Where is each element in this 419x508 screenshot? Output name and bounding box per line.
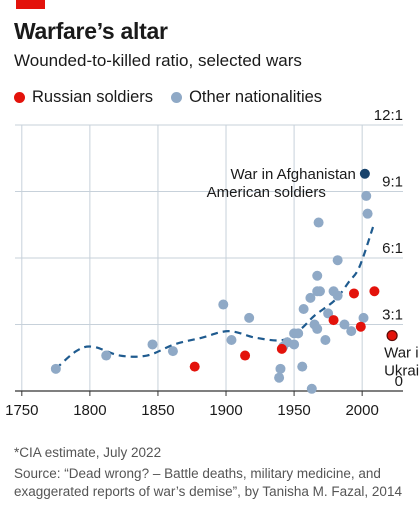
- point-other-nationalities: [314, 218, 324, 228]
- legend-swatch-other: [171, 92, 182, 103]
- point-other-nationalities: [293, 328, 303, 338]
- x-tick-label: 1900: [209, 402, 242, 418]
- legend: Russian soldiers Other nationalities: [14, 88, 340, 107]
- point-other-nationalities: [148, 339, 158, 349]
- point-other-nationalities: [218, 300, 228, 310]
- footnote: *CIA estimate, July 2022: [14, 445, 161, 460]
- chart-title: Warfare’s altar: [14, 18, 168, 45]
- x-tick-label: 1800: [73, 402, 106, 418]
- point-other-nationalities: [363, 209, 373, 219]
- point-russian-soldiers: [356, 322, 366, 332]
- point-other-nationalities: [244, 313, 254, 323]
- legend-item-other: Other nationalities: [171, 88, 322, 107]
- point-other-nationalities: [299, 304, 309, 314]
- point-other-nationalities: [274, 373, 284, 383]
- annotation-ukraine-line2: Ukraine*: [384, 363, 419, 380]
- legend-item-russian: Russian soldiers: [14, 88, 153, 107]
- legend-label-other: Other nationalities: [189, 88, 322, 107]
- point-other-nationalities: [168, 346, 178, 356]
- chart-subtitle: Wounded-to-killed ratio, selected wars: [14, 51, 302, 71]
- point-other-nationalities: [289, 339, 299, 349]
- annotation-afghanistan-subtitle: American soldiers: [207, 184, 326, 201]
- brand-tag: [16, 0, 45, 9]
- trend-line: [56, 227, 373, 369]
- point-other-nationalities: [346, 326, 356, 336]
- point-other-nationalities: [312, 324, 322, 334]
- annotation-ukraine-line1: War in: [384, 345, 419, 362]
- point-other-nationalities: [101, 351, 111, 361]
- point-other-nationalities: [226, 335, 236, 345]
- y-tick-label: 3:1: [382, 307, 403, 324]
- point-russian-soldiers: [277, 344, 287, 354]
- x-tick-label: 1750: [5, 402, 38, 418]
- legend-label-russian: Russian soldiers: [32, 88, 153, 107]
- point-other-nationalities: [333, 291, 343, 301]
- point-russian-soldiers: [190, 362, 200, 372]
- point-other-nationalities: [307, 384, 317, 394]
- source-note: Source: “Dead wrong? – Battle deaths, mi…: [14, 465, 409, 501]
- point-other-nationalities: [312, 271, 322, 281]
- x-tick-label: 1950: [277, 402, 310, 418]
- point-afghanistan: [360, 169, 370, 179]
- legend-swatch-russian: [14, 92, 25, 103]
- y-tick-label: 6:1: [382, 240, 403, 257]
- point-other-nationalities: [315, 286, 325, 296]
- point-other-nationalities: [359, 313, 369, 323]
- x-tick-label: 1850: [141, 402, 174, 418]
- point-russian-soldiers: [240, 351, 250, 361]
- point-russian-soldiers: [329, 315, 339, 325]
- y-tick-label: 12:1: [374, 108, 403, 124]
- annotation-afghanistan-title: War in Afghanistan: [231, 166, 356, 183]
- point-russian-soldiers: [349, 288, 359, 298]
- point-other-nationalities: [51, 364, 61, 374]
- point-russian-ukraine: [387, 331, 397, 341]
- y-tick-label: 9:1: [382, 174, 403, 191]
- point-other-nationalities: [333, 255, 343, 265]
- point-other-nationalities: [275, 364, 285, 374]
- x-tick-label: 2000: [345, 402, 378, 418]
- point-russian-soldiers: [369, 286, 379, 296]
- point-other-nationalities: [320, 335, 330, 345]
- point-other-nationalities: [361, 191, 371, 201]
- point-other-nationalities: [297, 362, 307, 372]
